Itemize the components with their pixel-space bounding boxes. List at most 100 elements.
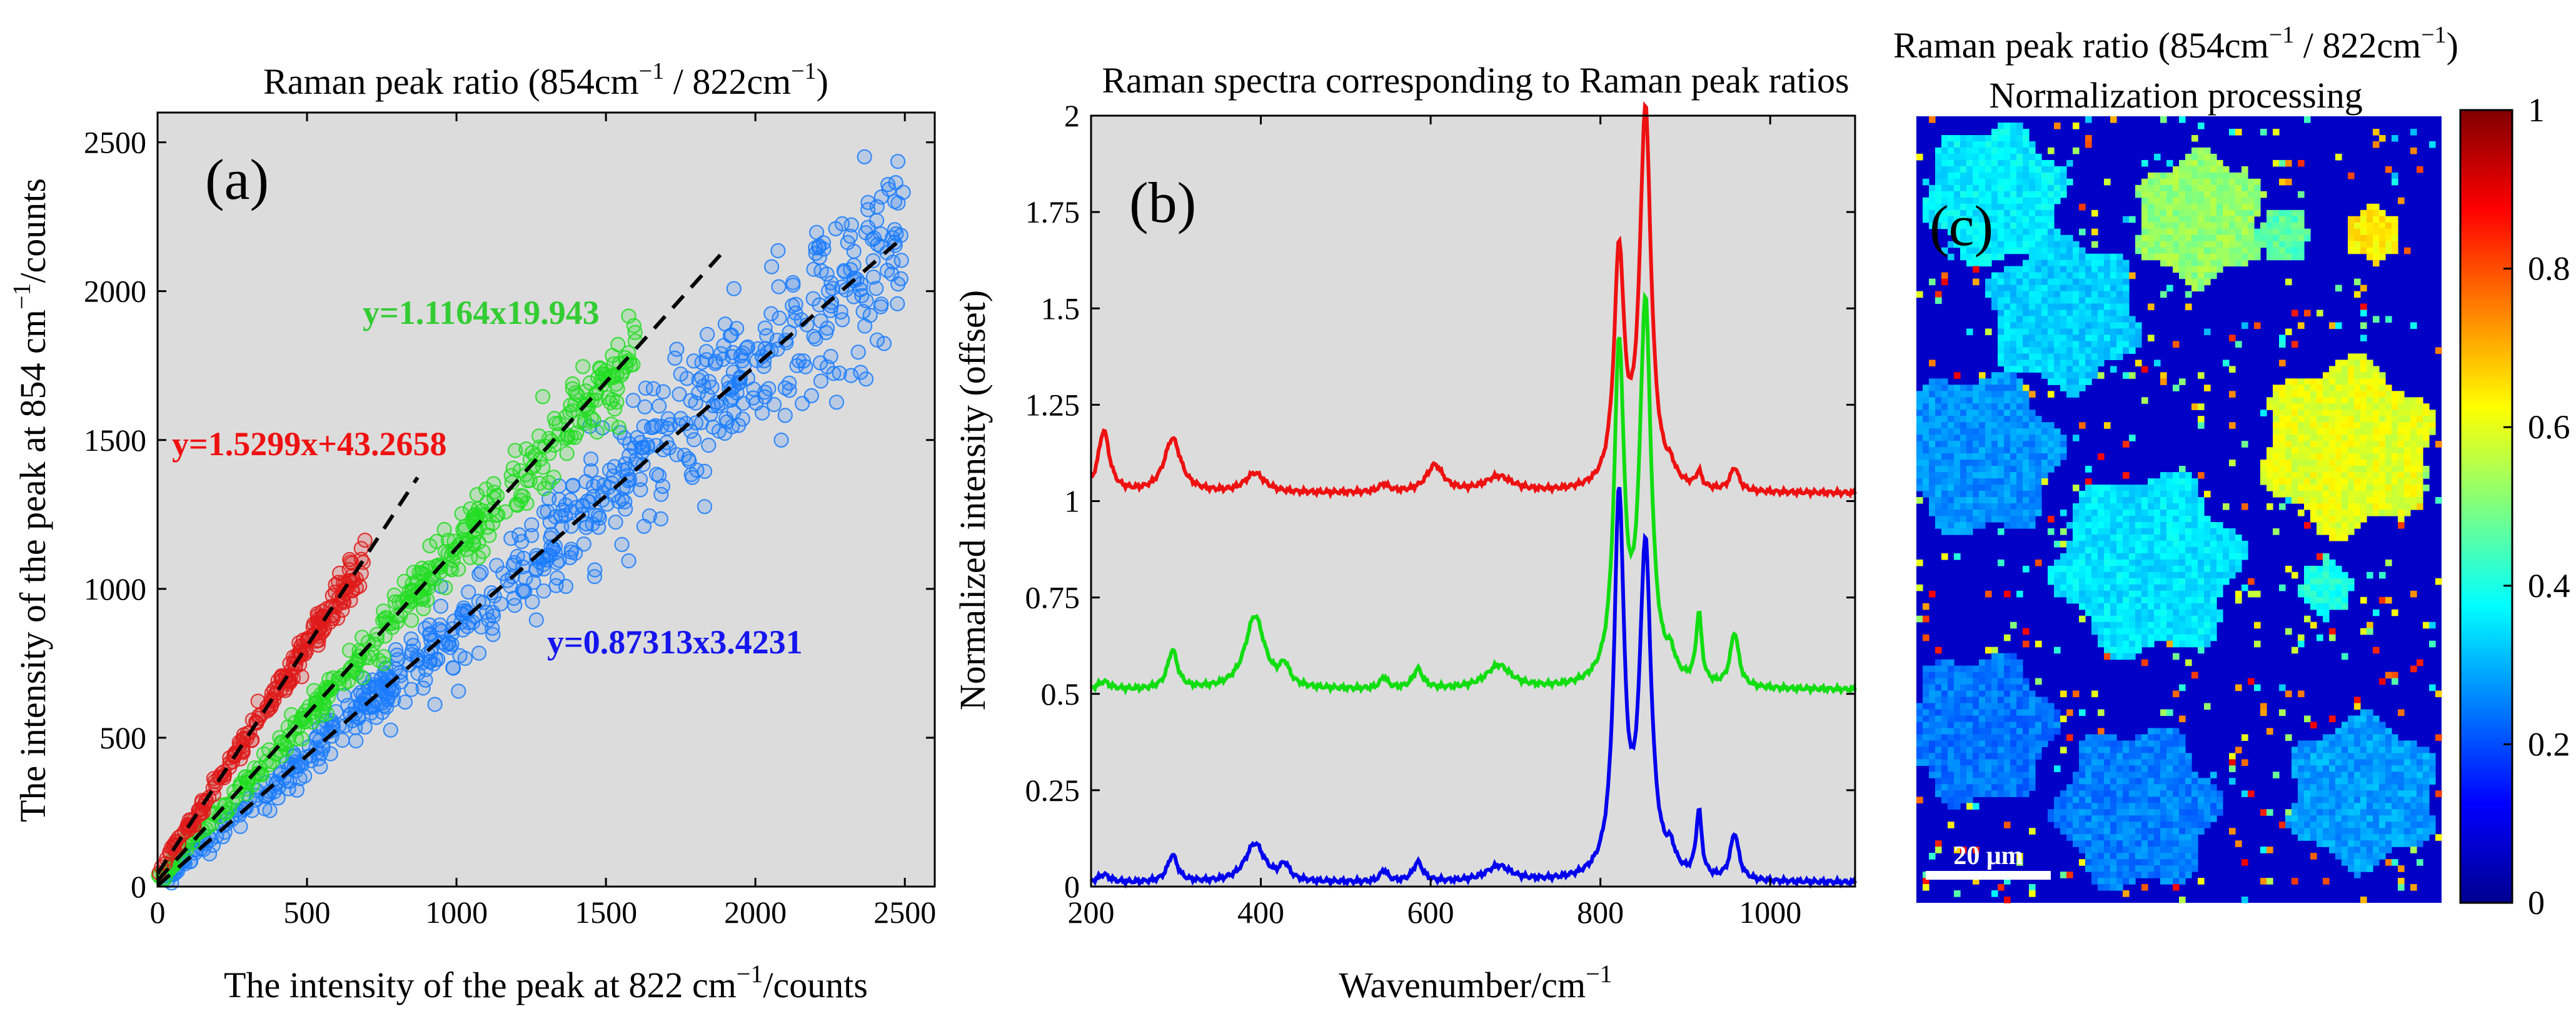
scatter-point-blue xyxy=(526,575,541,590)
heatmap-cell xyxy=(1948,141,1955,148)
heatmap-cell xyxy=(2285,391,2292,398)
heatmap-cell xyxy=(2373,253,2380,261)
heatmap-cell xyxy=(2185,191,2192,198)
heatmap-cell xyxy=(2329,391,2336,398)
heatmap-cell xyxy=(1966,678,1973,685)
heatmap-cell xyxy=(2279,341,2286,348)
heatmap-cell xyxy=(2404,447,2411,454)
heatmap-cell xyxy=(2135,534,2142,541)
heatmap-cell xyxy=(2360,309,2367,317)
heatmap-cell xyxy=(2091,628,2098,635)
heatmap-cell xyxy=(2348,247,2355,254)
heatmap-cell xyxy=(1998,466,2005,473)
heatmap-cell xyxy=(2160,740,2167,747)
heatmap-cell xyxy=(2004,309,2011,317)
heatmap-cell xyxy=(2166,528,2173,535)
heatmap-cell xyxy=(2335,491,2342,498)
heatmap-cell xyxy=(2191,216,2198,223)
heatmap-cell xyxy=(2342,603,2348,610)
heatmap-cell xyxy=(2023,715,2030,723)
heatmap-cell xyxy=(2379,734,2386,741)
heatmap-cell xyxy=(2260,228,2267,236)
scatter-point-blue xyxy=(455,606,470,621)
heatmap-cell xyxy=(2091,272,2098,279)
heatmap-cell xyxy=(1923,441,1929,448)
heatmap-cell xyxy=(2154,528,2161,535)
heatmap-cell xyxy=(2004,197,2011,204)
heatmap-cell xyxy=(2110,328,2117,336)
heatmap-cell xyxy=(2010,347,2017,354)
heatmap-cell xyxy=(1948,453,1955,460)
heatmap-cell xyxy=(2023,628,2030,635)
heatmap-cell xyxy=(2398,472,2405,479)
heatmap-cell xyxy=(1941,715,1948,723)
heatmap-cell xyxy=(2135,491,2142,498)
heatmap-cell xyxy=(2210,528,2217,535)
heatmap-cell xyxy=(2073,284,2080,292)
heatmap-cell xyxy=(2154,516,2161,523)
heatmap-cell xyxy=(2060,297,2067,304)
heatmap-cell xyxy=(2323,372,2330,379)
heatmap-cell xyxy=(2141,234,2148,242)
heatmap-cell xyxy=(2023,203,2030,211)
heatmap-cell xyxy=(2148,303,2155,311)
heatmap-cell xyxy=(2173,571,2180,579)
heatmap-cell xyxy=(2079,528,2086,535)
heatmap-cell xyxy=(1991,284,1998,292)
heatmap-cell xyxy=(2354,372,2361,379)
heatmap-cell xyxy=(2360,216,2367,223)
heatmap-cell xyxy=(1929,734,1936,741)
heatmap-cell xyxy=(2329,516,2336,523)
heatmap-cell xyxy=(2173,497,2180,504)
heatmap-cell xyxy=(2410,460,2417,466)
heatmap-cell xyxy=(1998,328,2005,336)
heatmap-cell xyxy=(2023,341,2030,348)
heatmap-cell xyxy=(2110,297,2117,304)
heatmap-cell xyxy=(2173,172,2180,179)
heatmap-cell xyxy=(2392,734,2398,741)
heatmap-cell xyxy=(2273,385,2280,391)
heatmap-cell xyxy=(2385,316,2392,323)
heatmap-cell xyxy=(1916,441,1923,448)
heatmap-cell xyxy=(1960,159,1967,167)
heatmap-cell xyxy=(2054,372,2061,379)
heatmap-cell xyxy=(2079,378,2086,385)
heatmap-cell xyxy=(2123,316,2130,323)
heatmap-cell xyxy=(2079,347,2086,354)
heatmap-cell xyxy=(2360,728,2367,735)
heatmap-cell xyxy=(2091,253,2098,261)
heatmap-cell xyxy=(1960,403,1967,410)
heatmap-cell xyxy=(1960,441,1967,448)
heatmap-cell xyxy=(2241,241,2248,248)
heatmap-cell xyxy=(2367,222,2373,229)
heatmap-cell xyxy=(2166,191,2173,198)
heatmap-cell xyxy=(2160,522,2167,529)
heatmap-cell xyxy=(2273,159,2280,167)
heatmap-cell xyxy=(2010,428,2017,435)
heatmap-cell xyxy=(1998,135,2005,142)
heatmap-cell xyxy=(2141,540,2148,548)
heatmap-cell xyxy=(1929,116,1936,123)
heatmap-cell xyxy=(2398,522,2405,529)
heatmap-cell xyxy=(2260,472,2267,479)
heatmap-cell xyxy=(2185,528,2192,535)
heatmap-cell xyxy=(2173,553,2180,560)
heatmap-cell xyxy=(2166,584,2173,591)
heatmap-cell xyxy=(2085,316,2092,323)
heatmap-cell xyxy=(2073,522,2080,529)
heatmap-cell xyxy=(1929,472,1936,479)
heatmap-cell xyxy=(2173,534,2180,541)
heatmap-cell xyxy=(2123,578,2130,585)
heatmap-cell xyxy=(2035,447,2042,454)
heatmap-cell xyxy=(2010,334,2017,341)
heatmap-cell xyxy=(2041,178,2048,186)
heatmap-cell xyxy=(1954,385,1961,391)
heatmap-cell xyxy=(1935,435,1942,441)
heatmap-cell xyxy=(2116,615,2123,623)
heatmap-cell xyxy=(2104,734,2111,741)
heatmap-cell xyxy=(1973,690,1980,698)
heatmap-cell xyxy=(2241,197,2248,204)
heatmap-cell xyxy=(2004,278,2011,286)
heatmap-cell xyxy=(2223,559,2230,566)
heatmap-cell xyxy=(2348,397,2355,404)
